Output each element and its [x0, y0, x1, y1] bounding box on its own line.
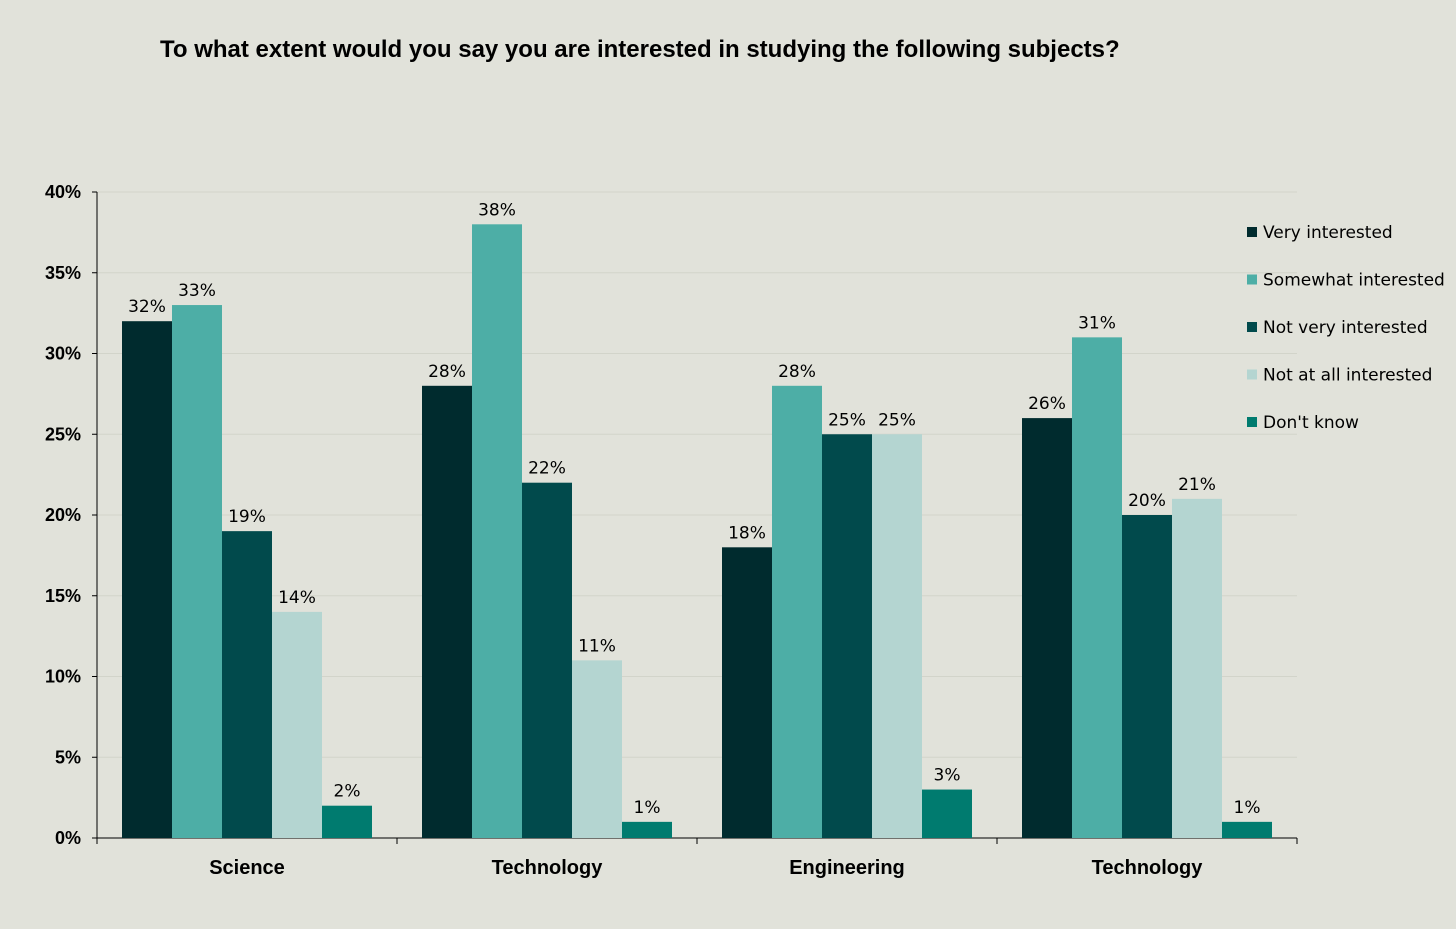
data-label: 28%: [778, 362, 816, 382]
x-tick-label: Technology: [1092, 857, 1204, 879]
bar: [772, 385, 822, 838]
data-label: 28%: [428, 362, 466, 382]
data-label: 19%: [228, 507, 266, 527]
bar: [522, 482, 572, 838]
legend-label: Somewhat interested: [1263, 271, 1445, 291]
data-label: 21%: [1178, 475, 1216, 495]
bar: [172, 305, 222, 838]
data-label: 25%: [828, 410, 866, 430]
data-label: 38%: [478, 200, 516, 220]
x-tick-label: Technology: [492, 857, 604, 879]
legend-swatch: [1247, 322, 1257, 332]
bar: [322, 805, 372, 838]
data-label: 3%: [934, 766, 961, 786]
data-label: 20%: [1128, 491, 1166, 511]
legend-swatch: [1247, 417, 1257, 427]
data-label: 18%: [728, 523, 766, 543]
y-tick-label: 20%: [45, 505, 81, 525]
x-tick-label: Engineering: [789, 857, 905, 879]
legend-label: Not very interested: [1263, 318, 1428, 338]
data-label: 26%: [1028, 394, 1066, 414]
data-label: 14%: [278, 588, 316, 608]
y-tick-label: 35%: [45, 263, 81, 283]
data-label: 25%: [878, 410, 916, 430]
bar: [222, 531, 272, 838]
y-tick-label: 15%: [45, 586, 81, 606]
legend: Very interested Somewhat interested Not ve…: [1247, 223, 1445, 433]
data-label: 1%: [1234, 798, 1261, 818]
legend-swatch: [1247, 227, 1257, 237]
bar: [1022, 418, 1072, 838]
legend-label: Very interested: [1263, 223, 1393, 243]
y-axis-ticks: 0% 5% 10% 15% 20% 25% 30% 35% 40%: [45, 182, 81, 848]
bar: [272, 611, 322, 838]
bar: [472, 224, 522, 839]
bar: [1172, 498, 1222, 838]
y-tick-label: 30%: [45, 344, 81, 364]
y-tick-label: 5%: [55, 747, 81, 767]
data-label: 1%: [634, 798, 661, 818]
y-tick-label: 0%: [55, 828, 81, 848]
data-label: 33%: [178, 281, 216, 301]
legend-label: Not at all interested: [1263, 366, 1432, 386]
legend-swatch: [1247, 274, 1257, 285]
bar: [1122, 515, 1172, 838]
bar: [122, 321, 172, 838]
data-label: 32%: [128, 297, 166, 317]
bar: [1222, 821, 1272, 838]
bar: [822, 434, 872, 838]
data-label: 2%: [334, 782, 361, 802]
bars: [122, 224, 1272, 839]
bar: [872, 434, 922, 838]
bar: [572, 660, 622, 838]
y-tick-label: 10%: [45, 667, 81, 687]
bar: [622, 821, 672, 838]
y-tick-label: 40%: [45, 182, 81, 202]
data-label: 31%: [1078, 313, 1116, 333]
chart-title: To what extent would you say you are int…: [160, 36, 1120, 63]
data-label: 22%: [528, 459, 566, 479]
x-tick-label: Science: [209, 857, 285, 879]
bar: [1072, 337, 1122, 838]
bar: [422, 385, 472, 838]
data-label: 11%: [578, 636, 616, 656]
bar: [722, 547, 772, 838]
bar: [922, 789, 972, 838]
data-labels: 32% 33% 19% 14% 2% 28% 38% 22% 11% 1% 18% 28% 25% 25%…: [128, 200, 1260, 818]
y-tick-label: 25%: [45, 424, 81, 444]
legend-swatch: [1247, 369, 1257, 380]
x-axis-ticks: Science Technology Engineering Technology: [209, 857, 1203, 879]
legend-label: Don't know: [1263, 413, 1359, 433]
